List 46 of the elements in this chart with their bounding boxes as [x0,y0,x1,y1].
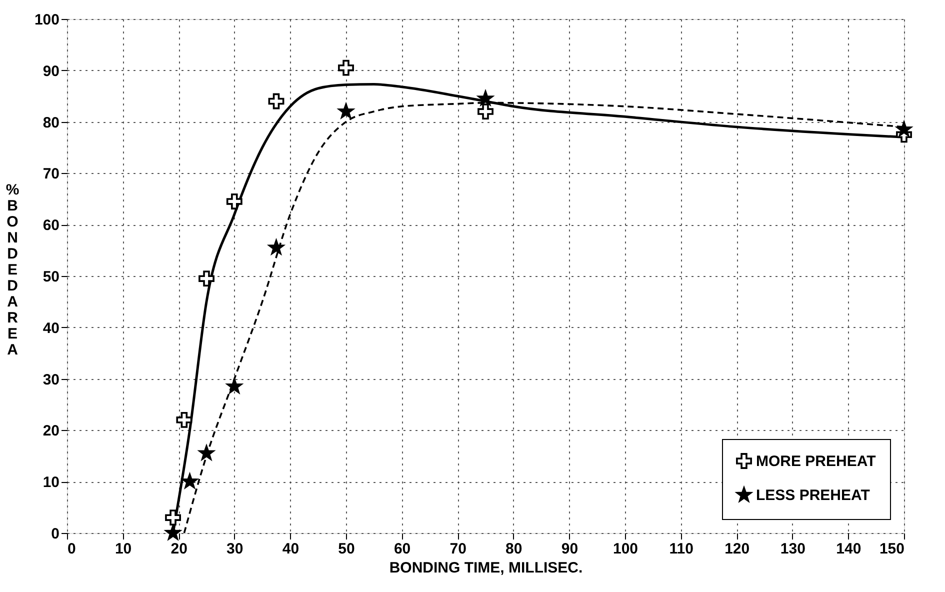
point [165,510,181,526]
legend-label: LESS PREHEAT [756,487,870,504]
legend-label: MORE PREHEAT [756,453,876,470]
x-tick-label: 60 [394,540,411,558]
point [226,378,242,394]
point [268,240,284,254]
point [268,93,284,110]
y-tick-label: 40 [42,320,60,337]
x-tick-label: 20 [170,540,188,558]
x-tick-label: 30 [226,540,244,558]
point [182,474,198,488]
point [338,104,354,118]
point [165,525,181,540]
point [226,194,242,210]
y-tick-label: 10 [42,474,60,492]
point [478,104,494,120]
y-tick-label: 20 [42,422,60,440]
x-tick-label: 40 [282,540,300,558]
x-tick-label: 110 [669,540,694,558]
y-tick-label: 30 [42,371,60,388]
y-tick-label: 50 [42,268,60,286]
x-tick-label: 140 [836,540,862,558]
x-tick-label: 80 [506,540,522,558]
y-tick-label: 70 [42,166,60,183]
text: % BONDED AREA [6,182,20,358]
x-tick-label: 0 [68,540,76,558]
x-tick-label: 70 [450,540,466,558]
x-tick-label: 90 [561,540,578,558]
x-tick-label: 10 [114,540,132,558]
x-tick-label: 130 [780,540,806,558]
x-tick-label: 50 [338,540,355,558]
x-axis-title: BONDING TIME, MILLISEC. [389,560,583,576]
point [896,122,912,136]
y-tick-label: 80 [42,114,60,132]
y-tick-label: 100 [34,12,60,28]
y-tick-label: 60 [42,217,60,234]
x-tick-label: 150 [879,540,904,558]
point [338,60,354,76]
y-tick-label: 0 [51,526,60,542]
x-tick-label: 120 [724,540,750,558]
point [198,445,214,460]
x-tick-label: 100 [612,540,638,558]
point [478,90,494,106]
point [176,412,192,428]
y-tick-label: 90 [42,62,60,80]
point [198,270,214,287]
